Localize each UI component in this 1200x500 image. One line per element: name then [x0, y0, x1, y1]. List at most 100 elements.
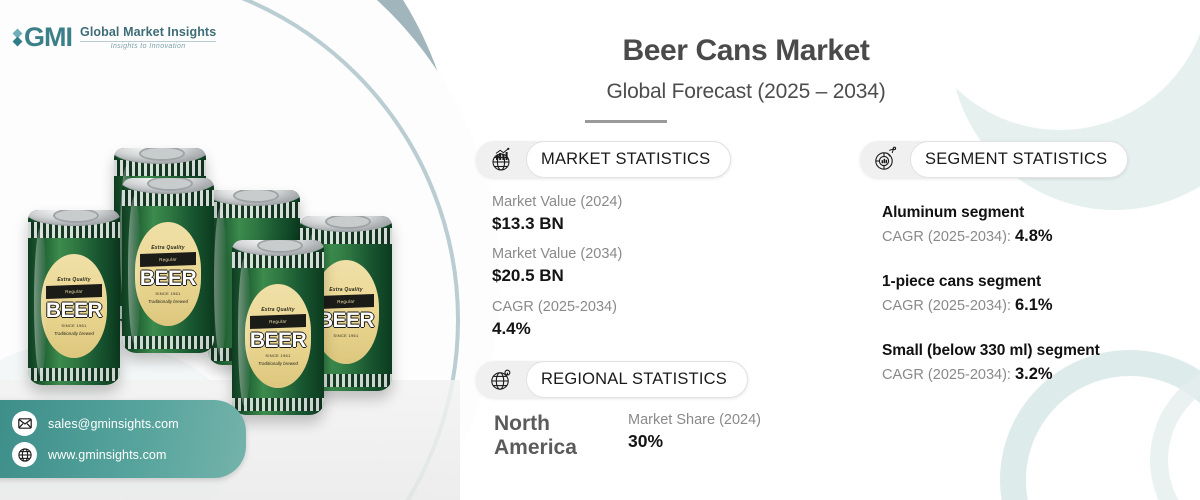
stat-label: Market Value (2024)	[492, 193, 623, 210]
can-label-ribbon: Regular	[140, 251, 196, 267]
can-label-bottom: Traditionally brewed	[148, 298, 188, 304]
segment-item: Small (below 330 ml) segment CAGR (2025-…	[882, 342, 1200, 384]
region-share-value: 30%	[628, 431, 664, 452]
beer-can-group: Extra Quality Regular BEER SINCE 1961 Tr…	[0, 0, 460, 500]
left-stats-column: MARKET STATISTICS Market Value (2024) $1…	[450, 140, 850, 460]
stat-row: Market Value (2024) $13.3 BN	[492, 192, 850, 236]
globe-pin-icon	[476, 361, 526, 398]
globe-chart-icon	[476, 141, 526, 178]
segment-name: 1-piece cans segment	[882, 272, 1042, 290]
contact-bar: sales@gminsights.com www.gminsights.com	[0, 400, 246, 478]
can-lid	[208, 190, 300, 206]
segment-cagr-label: CAGR (2025-2034):	[882, 297, 1015, 314]
brand-wordmark: Global Market Insights Insights to Innov…	[80, 25, 217, 50]
region-share-label: Market Share (2024)	[628, 412, 761, 429]
can-neck	[114, 160, 206, 176]
can-lid	[300, 216, 392, 232]
segment-cagr: CAGR (2025-2034): 4.8%	[882, 227, 1200, 246]
can-neck	[122, 190, 214, 206]
stat-label: CAGR (2025-2034)	[492, 299, 617, 316]
envelope-icon	[12, 411, 37, 436]
can-lid	[232, 240, 324, 256]
segment-cagr-value: 4.8%	[1014, 226, 1053, 245]
market-statistics-header[interactable]: MARKET STATISTICS	[476, 140, 732, 178]
stat-value: $20.5 BN	[492, 266, 564, 286]
stat-value: 4.4%	[492, 319, 531, 339]
can-label-main: BEER	[45, 298, 103, 322]
right-stats-column: SEGMENT STATISTICS Aluminum segment CAGR…	[850, 140, 1200, 460]
can-base	[28, 368, 120, 381]
regional-statistics-header[interactable]: REGIONAL STATISTICS	[476, 361, 748, 399]
stat-label: Market Value (2034)	[492, 246, 623, 263]
can-base	[232, 398, 324, 411]
brand-logo[interactable]: GMI Global Market Insights Insights to I…	[12, 22, 217, 52]
can-label-bottom: Traditionally brewed	[54, 330, 94, 336]
stat-value: $13.3 BN	[492, 213, 564, 233]
segment-name: Small (below 330 ml) segment	[882, 341, 1100, 359]
can-label-ribbon: Regular	[46, 283, 102, 299]
can-neck	[232, 252, 324, 268]
title-divider	[585, 120, 667, 123]
segment-item: Aluminum segment CAGR (2025-2034): 4.8%	[882, 204, 1200, 246]
diamond-icon	[12, 28, 23, 47]
can-gloss	[214, 208, 227, 356]
beer-can: Extra Quality Regular BEER SINCE 1961 Tr…	[122, 178, 214, 353]
can-label: Extra Quality Regular BEER SINCE 1961 Tr…	[245, 284, 311, 388]
brand-name: Global Market Insights	[80, 25, 217, 39]
can-neck	[208, 202, 300, 218]
segment-statistics-header[interactable]: SEGMENT STATISTICS	[860, 140, 1129, 178]
can-label-sub: SINCE 1961	[265, 352, 291, 358]
can-label-top: Extra Quality	[151, 244, 185, 251]
stat-row: Market Value (2034) $20.5 BN	[492, 244, 850, 288]
contact-website-row[interactable]: www.gminsights.com	[4, 439, 246, 470]
segment-cagr-value: 6.1%	[1014, 295, 1053, 314]
contact-email-row[interactable]: sales@gminsights.com	[4, 408, 246, 439]
content-area: Beer Cans Market Global Forecast (2025 –…	[450, 0, 1200, 500]
can-label-sub: SINCE 1961	[155, 290, 181, 296]
gmi-logo-mark: GMI	[12, 22, 73, 52]
can-label-sub: SINCE 1961	[333, 332, 359, 338]
pie-chart-arrow-icon	[860, 141, 910, 178]
segment-statistics-body: Aluminum segment CAGR (2025-2034): 4.8% …	[860, 204, 1200, 384]
page-title: Beer Cans Market	[622, 34, 870, 67]
can-label-main: BEER	[249, 328, 307, 352]
market-statistics-body: Market Value (2024) $13.3 BN Market Valu…	[476, 192, 850, 342]
segment-cagr-value: 3.2%	[1014, 364, 1053, 383]
brand-tagline: Insights to Innovation	[110, 43, 186, 50]
can-neck	[28, 222, 120, 238]
segment-cagr-label: CAGR (2025-2034):	[882, 366, 1015, 383]
can-label-top: Extra Quality	[329, 286, 363, 293]
can-lid	[28, 210, 120, 226]
region-share: Market Share (2024) 30%	[628, 412, 761, 452]
can-label: Extra Quality Regular BEER SINCE 1961 Tr…	[135, 222, 201, 326]
can-label: Extra Quality Regular BEER SINCE 1961 Tr…	[41, 254, 107, 358]
stats-columns: MARKET STATISTICS Market Value (2024) $1…	[450, 140, 1200, 460]
segment-name: Aluminum segment	[882, 203, 1025, 221]
regional-statistics-body: North America Market Share (2024) 30%	[476, 412, 850, 459]
segment-statistics-label: SEGMENT STATISTICS	[910, 140, 1129, 178]
contact-website: www.gminsights.com	[48, 447, 167, 462]
can-base	[122, 336, 214, 349]
regional-statistics-header-wrap: REGIONAL STATISTICS	[476, 361, 850, 399]
region-name: North America	[494, 412, 577, 459]
can-label-top: Extra Quality	[57, 276, 91, 283]
can-label: Extra Quality Regular BEER SINCE 1961	[313, 260, 379, 364]
can-gloss	[128, 196, 141, 344]
stat-row: CAGR (2025-2034) 4.4%	[492, 297, 850, 341]
brand-rule	[80, 41, 217, 42]
gmi-logo-text: GMI	[24, 22, 73, 52]
can-label-bottom: Traditionally brewed	[258, 360, 298, 366]
can-gloss	[34, 228, 47, 376]
page-subtitle: Global Forecast (2025 – 2034)	[606, 80, 886, 103]
globe-icon	[12, 442, 37, 467]
segment-cagr: CAGR (2025-2034): 3.2%	[882, 365, 1200, 384]
can-label-main: BEER	[139, 266, 197, 290]
contact-email: sales@gminsights.com	[48, 416, 179, 431]
beer-can: Extra Quality Regular BEER SINCE 1961 Tr…	[232, 240, 324, 415]
can-label-ribbon: Regular	[318, 293, 374, 309]
can-label-ribbon: Regular	[250, 313, 306, 329]
regional-statistics-label: REGIONAL STATISTICS	[526, 361, 748, 399]
can-lid	[114, 148, 206, 164]
segment-cagr: CAGR (2025-2034): 6.1%	[882, 296, 1200, 315]
segment-cagr-label: CAGR (2025-2034):	[882, 228, 1015, 245]
